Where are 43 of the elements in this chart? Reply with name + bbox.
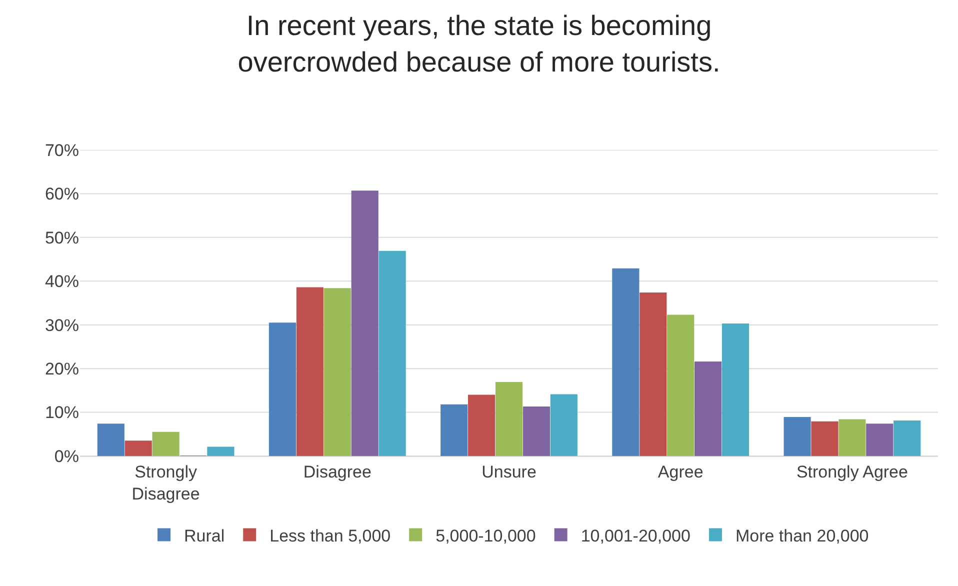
y-tick-label: 30% (44, 316, 79, 335)
bar (440, 404, 468, 456)
bar (296, 287, 324, 456)
x-tick-label: Disagree (303, 462, 372, 482)
x-tick-label: Strongly Agree (796, 462, 908, 482)
bar (495, 382, 523, 456)
x-tick-label: Unsure (482, 462, 536, 482)
bar (838, 419, 866, 456)
y-tick-label: 10% (44, 403, 79, 422)
bar (612, 268, 640, 456)
bar (97, 424, 124, 456)
bar (894, 420, 921, 456)
y-tick-label: 20% (44, 360, 79, 379)
bar (351, 190, 378, 456)
legend-label: 10,001-20,000 (580, 526, 690, 546)
y-tick-label: 0% (54, 446, 79, 466)
bar (378, 250, 406, 456)
bar (124, 440, 152, 456)
bar (811, 421, 838, 456)
bar (722, 323, 750, 456)
bar (640, 292, 667, 456)
bar (784, 417, 811, 456)
bar (866, 424, 894, 456)
bar (694, 362, 722, 456)
x-tick-label: Strongly Disagree (132, 462, 200, 504)
bar (550, 394, 578, 456)
y-tick-label: 50% (44, 228, 79, 248)
y-tick-label: 40% (44, 272, 79, 292)
bar (468, 394, 496, 456)
x-tick-label: Agree (658, 462, 704, 482)
chart-title: In recent years, the state is becoming overcrowded because of more tourists. (238, 10, 720, 78)
bar (522, 406, 550, 456)
bar (324, 288, 351, 456)
legend-label: Rural (184, 526, 225, 546)
legend-label: More than 20,000 (735, 526, 869, 546)
y-tick-label: 70% (44, 140, 79, 160)
bar (268, 322, 296, 456)
bar (667, 314, 694, 456)
legend-label: Less than 5,000 (270, 526, 391, 546)
bar (152, 432, 180, 456)
legend-label: 5,000-10,000 (436, 526, 536, 546)
y-tick-label: 60% (44, 184, 79, 204)
bar (207, 446, 234, 456)
